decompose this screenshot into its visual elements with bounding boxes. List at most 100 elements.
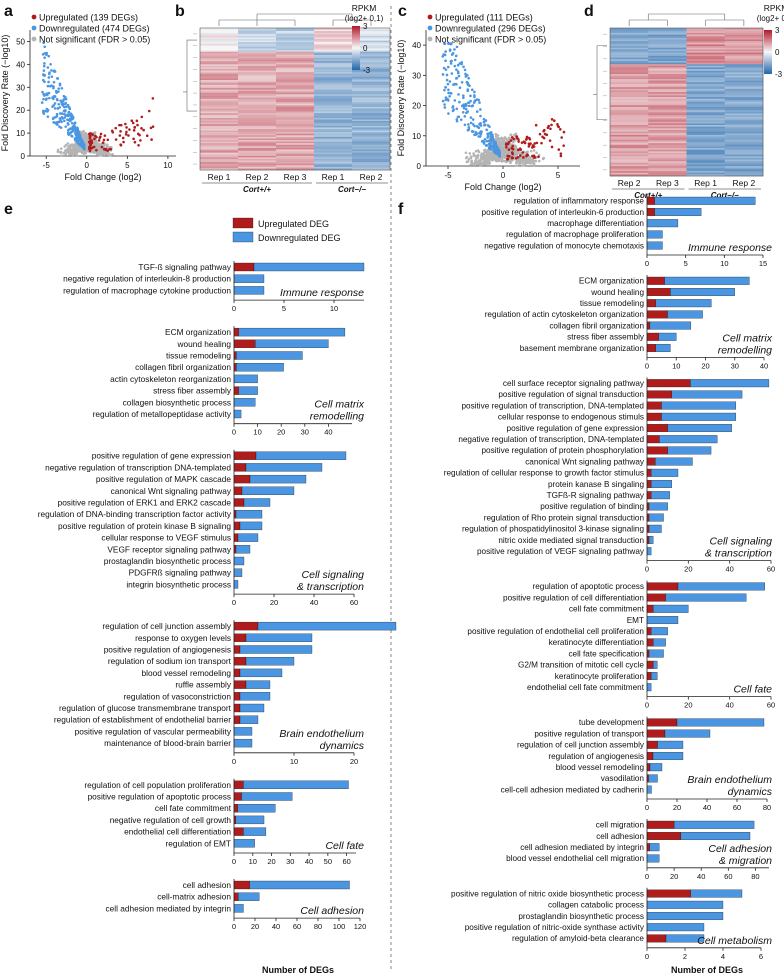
down-point [485, 128, 488, 132]
heatmap-cell [686, 125, 726, 127]
down-point [446, 82, 450, 86]
category-label: positive regulation of ERK1 and ERK2 cas… [58, 498, 232, 508]
heatmap-cell [610, 157, 649, 160]
heatmap-cell [648, 141, 687, 144]
down-point [449, 62, 453, 65]
heatmap-cell [352, 92, 391, 95]
bar-up [233, 339, 256, 348]
x-tick-label: 5 [282, 304, 286, 313]
down-point [485, 139, 489, 143]
heatmap-cell [314, 111, 353, 114]
up-point [147, 109, 151, 113]
heatmap-cell [610, 74, 649, 76]
heatmap-cell [276, 122, 315, 125]
bar-down [646, 854, 660, 863]
heatmap-cell [238, 80, 277, 82]
heatmap-cell [352, 75, 391, 78]
ns-point [474, 163, 477, 167]
bar-up [646, 752, 654, 760]
heatmap-cell [276, 37, 315, 40]
heatmap-cell [648, 83, 687, 86]
down-point [467, 123, 470, 126]
bar-down [249, 880, 350, 890]
heatmap-cell [238, 140, 277, 142]
down-point [62, 109, 66, 113]
down-point [456, 63, 460, 67]
heatmap-cell [352, 95, 391, 98]
heatmap-cell [238, 56, 277, 59]
category-label: tissue remodeling [166, 351, 231, 361]
heatmap-cell [686, 67, 726, 70]
colorbar-title: RPKM [764, 3, 784, 13]
heatmap-cell [610, 162, 649, 165]
category-label: positive regulation of nitric oxide bios… [451, 889, 644, 898]
heatmap-cell [314, 87, 353, 90]
heatmap-cell [648, 105, 687, 108]
down-point [448, 95, 451, 98]
ns-point [514, 149, 518, 153]
ns-point [85, 149, 88, 152]
category-label: regulation of EMT [166, 838, 231, 848]
down-point [52, 97, 55, 101]
bar-group: regulation of cell junction assemblyresp… [54, 620, 397, 766]
heatmap-cell [200, 152, 239, 155]
heatmap-cell [238, 51, 277, 54]
down-point [460, 80, 464, 84]
heatmap-cell [686, 143, 726, 146]
up-point [511, 136, 514, 139]
heatmap-cell [724, 90, 764, 93]
heatmap-cell [648, 154, 687, 157]
heatmap-cell [686, 156, 726, 159]
heatmap-cell [238, 151, 277, 153]
heatmap-cell [276, 39, 315, 41]
heatmap-cell [610, 139, 649, 142]
bar-up [646, 934, 667, 943]
up-point [136, 123, 139, 127]
x-tick-label: 20 [277, 428, 285, 437]
down-point [480, 130, 483, 133]
heatmap-cell [610, 54, 649, 57]
heatmap-cell [686, 98, 726, 101]
heatmap-cell [238, 73, 277, 76]
heatmap-cell [648, 144, 687, 147]
heatmap-cell [276, 146, 315, 149]
heatmap-cell [686, 28, 726, 30]
category-label: collagen fibril organization [549, 321, 644, 330]
heatmap-cell [352, 149, 391, 152]
heatmap-cell [648, 93, 687, 96]
heatmap-cell [276, 147, 315, 150]
heatmap-cell [610, 141, 649, 144]
heatmap-cell [648, 39, 687, 42]
heatmap-cell [610, 80, 649, 83]
heatmap-cell [352, 105, 391, 108]
heatmap-cell [724, 97, 764, 100]
heatmap-cell [276, 117, 315, 120]
x-axis-label: Number of DEGs [671, 965, 743, 975]
heatmap-cell [648, 138, 687, 141]
heatmap-cell [314, 125, 353, 128]
down-point [448, 49, 452, 52]
heatmap-cell [352, 125, 391, 128]
heatmap-cell [686, 166, 726, 169]
heatmap-cell [610, 55, 649, 58]
up-point [95, 135, 98, 139]
heatmap-cell [238, 124, 277, 127]
heatmap-cell [276, 151, 315, 153]
bar-down [233, 738, 253, 748]
up-point [125, 130, 128, 134]
bar-up [233, 486, 243, 495]
heatmap-cell [200, 67, 239, 70]
down-point [442, 53, 446, 56]
y-tick-label: 40 [412, 41, 421, 50]
down-point [57, 102, 61, 106]
heatmap-cell [724, 121, 764, 124]
heatmap-cell [610, 69, 649, 72]
heatmap-cell [686, 161, 726, 164]
heatmap-cell [352, 158, 391, 161]
heatmap-cell [352, 166, 391, 169]
up-point [550, 145, 554, 149]
up-point [510, 156, 514, 160]
ns-point [534, 159, 538, 163]
heatmap-cell [648, 77, 687, 80]
category-label: canonical Wnt signaling pathway [525, 457, 645, 466]
